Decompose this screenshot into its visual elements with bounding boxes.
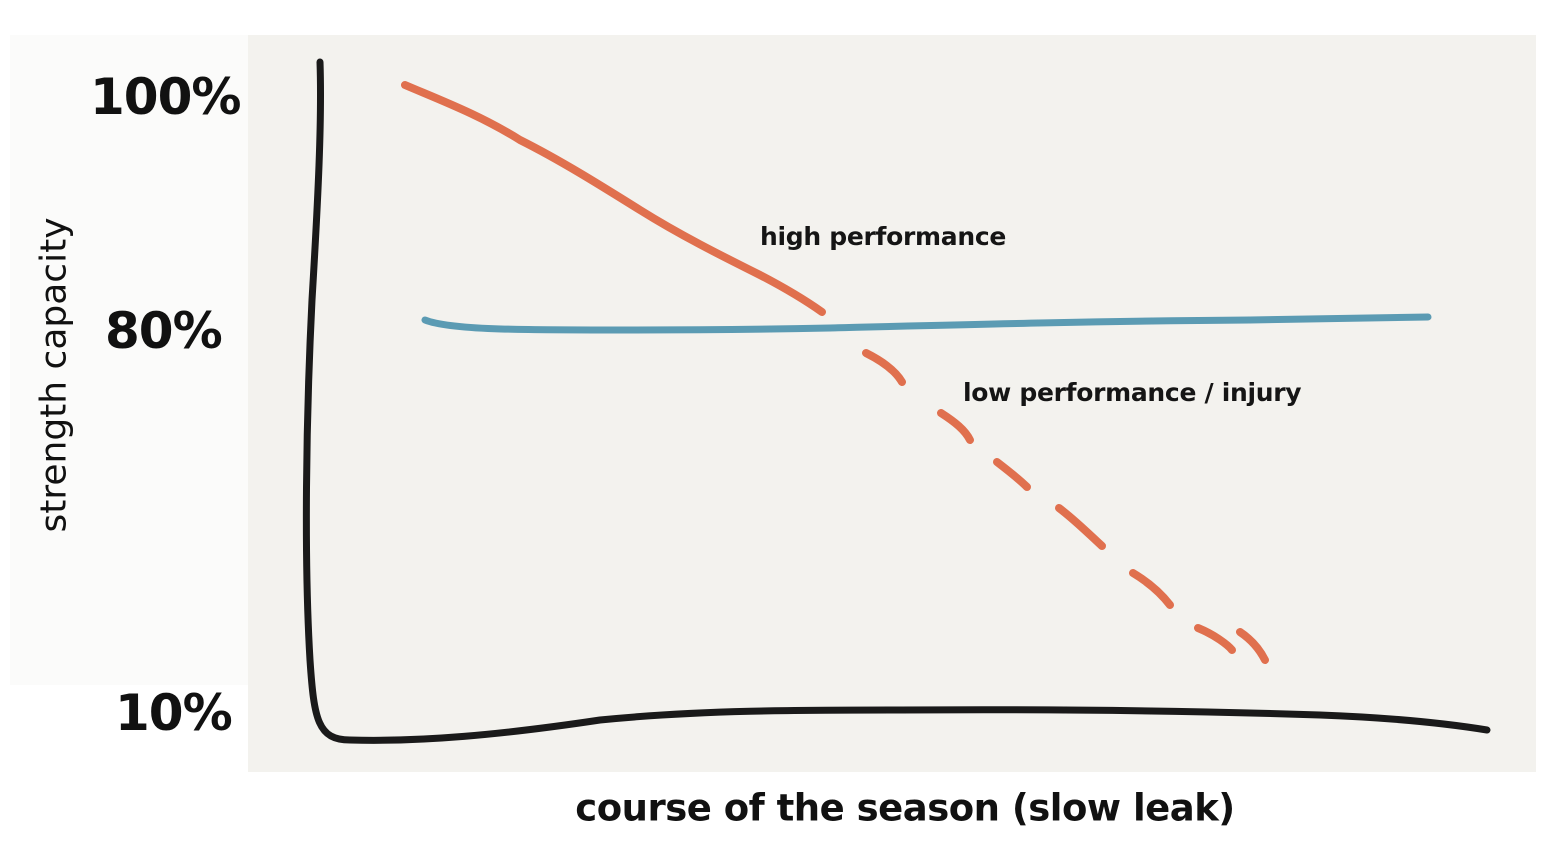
y-axis-label: strength capacity [33, 217, 75, 533]
threshold-line [421, 313, 1432, 334]
annotation-high-performance: high performance [760, 222, 1007, 251]
plot-background [248, 35, 1536, 772]
y-tick-80: 80% [105, 302, 223, 360]
decline-line-solid [401, 81, 826, 316]
left-margin-strip [10, 35, 248, 685]
y-tick-10: 10% [115, 684, 233, 742]
y-tick-100: 100% [90, 68, 241, 126]
x-axis-label: course of the season (slow leak) [575, 786, 1235, 830]
annotation-low-performance-injury: low performance / injury [963, 378, 1302, 407]
axes-line [302, 58, 1491, 744]
decline-line-dashed [862, 349, 1269, 664]
